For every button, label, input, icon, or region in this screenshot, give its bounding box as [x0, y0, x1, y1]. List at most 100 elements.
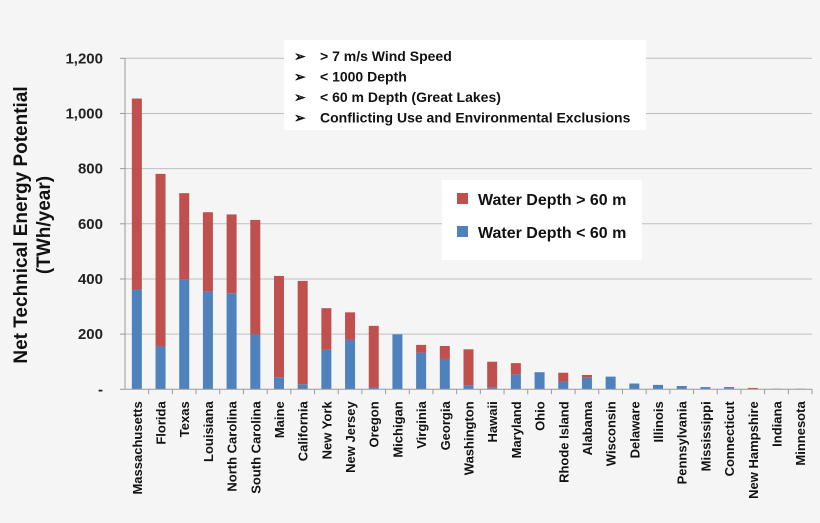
- y-tick-label: 600: [78, 216, 103, 233]
- bar-deep-new-jersey: [345, 312, 356, 340]
- bar-deep-virginia: [416, 344, 427, 353]
- bar-deep-alabama: [581, 374, 592, 378]
- bar-shallow-maine: [273, 377, 284, 390]
- x-category-label: Hawaii: [485, 401, 500, 442]
- bar-shallow-maryland: [510, 374, 521, 390]
- x-category-label: Illinois: [651, 401, 666, 442]
- bar-deep-california: [297, 280, 308, 385]
- x-category-label: New York: [319, 401, 334, 460]
- x-category-label: Georgia: [438, 401, 453, 451]
- x-category-label: Virginia: [414, 401, 429, 449]
- legend-swatch-shallow: [457, 226, 468, 237]
- criteria-note: Conflicting Use and Environmental Exclus…: [320, 110, 631, 126]
- bar-deep-oregon: [368, 325, 379, 388]
- bar-shallow-new-york: [321, 349, 332, 390]
- bar-deep-louisiana: [202, 212, 213, 292]
- bar-deep-new-york: [321, 308, 332, 350]
- x-category-label: North Carolina: [225, 401, 240, 492]
- x-category-label: Texas: [177, 401, 192, 437]
- x-category-label: Michigan: [390, 401, 405, 457]
- bar-shallow-ohio: [534, 372, 545, 390]
- x-category-label: Massachusetts: [130, 401, 145, 494]
- arrow-bullet-icon: ➢: [294, 89, 306, 105]
- criteria-note: > 7 m/s Wind Speed: [320, 48, 452, 64]
- x-category-label: Alabama: [580, 401, 595, 456]
- y-axis-label: Net Technical Energy Potential (TWh/year…: [11, 86, 55, 363]
- bar-deep-georgia: [439, 345, 450, 359]
- bar-deep-maryland: [510, 363, 521, 375]
- bar-shallow-massachusetts: [131, 289, 142, 390]
- bar-shallow-north-carolina: [226, 293, 237, 390]
- bar-shallow-washington: [463, 385, 474, 390]
- x-category-label: Connecticut: [722, 401, 737, 477]
- x-category-label: Wisconsin: [604, 401, 619, 466]
- arrow-bullet-icon: ➢: [294, 110, 306, 126]
- bar-shallow-georgia: [439, 358, 450, 390]
- y-tick-label: -: [98, 381, 103, 398]
- y-tick-label: 1,200: [65, 50, 103, 67]
- bar-shallow-california: [297, 384, 308, 390]
- criteria-note: < 1000 Depth: [320, 69, 407, 85]
- bar-shallow-texas: [179, 279, 190, 390]
- bar-shallow-illinois: [653, 384, 664, 390]
- bar-shallow-mississippi: [700, 387, 711, 390]
- x-category-label: New Jersey: [343, 401, 358, 473]
- y-axis-label-line1: Net Technical Energy Potential: [11, 86, 32, 363]
- arrow-bullet-icon: ➢: [294, 48, 306, 64]
- bar-deep-new-hampshire: [747, 387, 758, 390]
- bar-deep-hawaii: [487, 361, 498, 388]
- x-category-label: Mississippi: [698, 401, 713, 471]
- x-category-label: Ohio: [533, 401, 548, 431]
- x-category-label: Maine: [272, 401, 287, 438]
- x-category-label: Minnesota: [793, 401, 808, 466]
- bar-deep-texas: [179, 193, 190, 280]
- x-category-label: Washington: [462, 401, 477, 475]
- x-category-label: Maryland: [509, 401, 524, 458]
- bar-shallow-louisiana: [202, 291, 213, 390]
- bar-shallow-hawaii: [487, 387, 498, 390]
- bar-shallow-alabama: [581, 377, 592, 390]
- x-category-label: Delaware: [627, 401, 642, 458]
- x-category-label: Pennsylvania: [675, 401, 690, 485]
- bar-shallow-delaware: [629, 383, 640, 390]
- bar-shallow-south-carolina: [250, 334, 261, 390]
- x-category-label: New Hampshire: [746, 401, 761, 499]
- bar-deep-maine: [273, 275, 284, 378]
- x-category-label: Rhode Island: [556, 401, 571, 483]
- bar-shallow-virginia: [416, 352, 427, 390]
- x-category-label: Indiana: [769, 401, 784, 447]
- bar-deep-florida: [155, 173, 166, 347]
- criteria-note-box: ➢ > 7 m/s Wind Speed ➢ < 1000 Depth ➢ < 60 m …: [284, 40, 646, 130]
- y-tick-label: 400: [78, 271, 103, 288]
- x-category-label: Louisiana: [201, 401, 216, 462]
- y-tick-label: 800: [78, 161, 103, 178]
- legend-label-deep: Water Depth > 60 m: [478, 192, 626, 209]
- x-category-label: Florida: [154, 401, 169, 445]
- y-tick-label: 200: [78, 326, 103, 343]
- x-category-label: South Carolina: [248, 401, 263, 494]
- bar-shallow-rhode-island: [558, 381, 569, 390]
- criteria-note: < 60 m Depth (Great Lakes): [320, 89, 501, 105]
- legend-swatch-deep: [457, 193, 468, 204]
- bar-deep-south-carolina: [250, 219, 261, 335]
- bar-shallow-florida: [155, 346, 166, 390]
- x-category-label: Oregon: [367, 401, 382, 447]
- bar-deep-north-carolina: [226, 214, 237, 294]
- arrow-bullet-icon: ➢: [294, 69, 306, 85]
- bar-deep-connecticut: [724, 387, 735, 389]
- bar-deep-washington: [463, 349, 474, 386]
- bar-shallow-pennsylvania: [676, 385, 687, 390]
- bar-shallow-new-jersey: [345, 339, 356, 390]
- bar-deep-rhode-island: [558, 372, 569, 382]
- bar-deep-massachusetts: [131, 98, 142, 290]
- y-axis-label-line2: (TWh/year): [34, 176, 55, 274]
- bar-shallow-wisconsin: [605, 376, 616, 390]
- legend: Water Depth > 60 m Water Depth < 60 m: [442, 180, 642, 260]
- y-tick-label: 1,000: [65, 105, 103, 122]
- x-category-label: California: [296, 401, 311, 462]
- bar-shallow-oregon: [368, 387, 379, 390]
- legend-label-shallow: Water Depth < 60 m: [478, 225, 626, 242]
- bar-shallow-connecticut: [724, 388, 735, 390]
- bar-shallow-michigan: [392, 334, 403, 390]
